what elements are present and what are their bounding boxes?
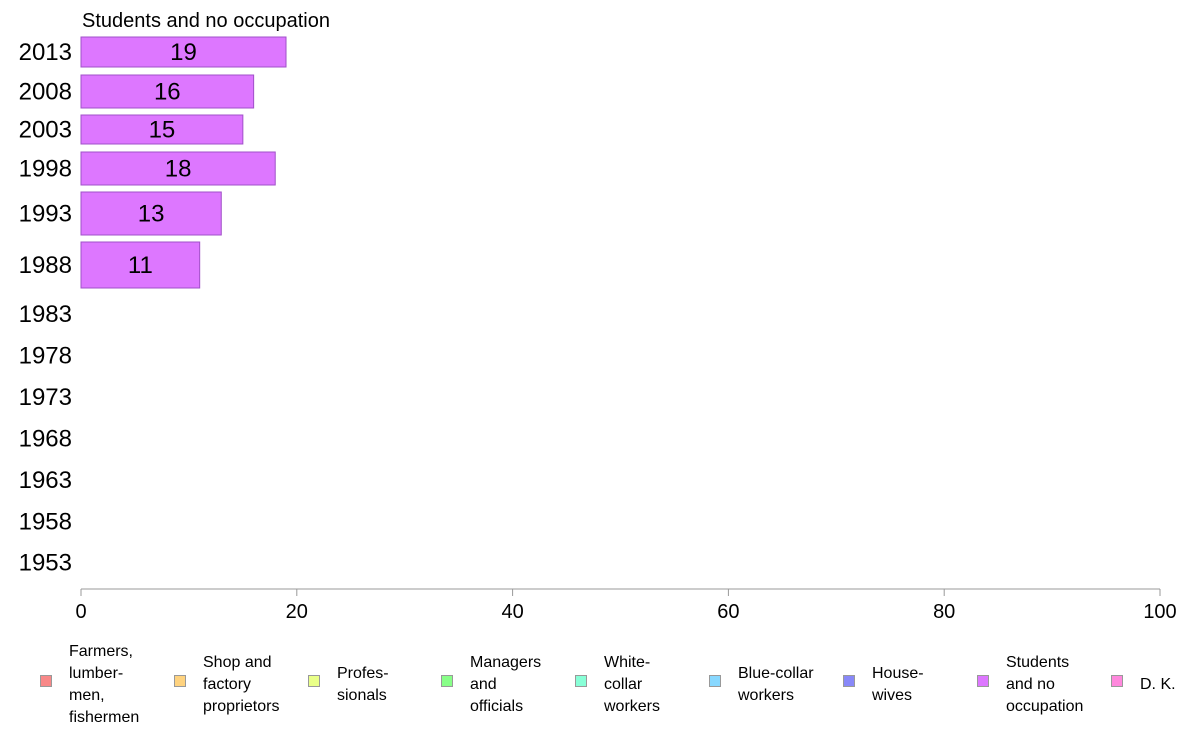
bar-value-label: 11	[128, 252, 153, 279]
bar-chart: Students and no occupation 191615181311 …	[19, 10, 1177, 623]
category-label: 1983	[19, 301, 72, 328]
legend-swatch	[441, 675, 453, 687]
bar	[80, 74, 255, 109]
legend: Farmers, lumber- men, fishermen Shop and …	[0, 643, 1188, 726]
bar	[80, 151, 276, 186]
category-labels: 2013 2008 2003 1998 1993 1988 1983 1978 1973 1968…	[19, 39, 72, 577]
x-tick-label: 0	[75, 601, 86, 623]
x-tick-label: 80	[933, 601, 955, 623]
category-label: 2008	[19, 79, 72, 106]
category-label: 1963	[19, 467, 72, 494]
x-tick-label: 60	[717, 601, 739, 623]
legend-swatch	[40, 675, 52, 687]
legend-label: Profes- sionals	[337, 665, 389, 704]
x-tick-label: 40	[501, 601, 523, 623]
bar-value-label: 16	[154, 79, 181, 106]
legend-label: White- collar workers	[604, 654, 661, 715]
legend-swatch	[575, 675, 587, 687]
bar	[80, 191, 222, 236]
legend-swatch	[1111, 675, 1123, 687]
legend-label: Students and no occupation	[1006, 654, 1084, 715]
category-label: 2003	[19, 117, 72, 144]
category-label: 1988	[19, 252, 72, 279]
x-axis: 0 20 40 60 80 100	[75, 588, 1177, 623]
bar	[80, 36, 287, 68]
x-tick-label: 100	[1143, 601, 1176, 623]
legend-swatch	[308, 675, 320, 687]
category-label: 1993	[19, 201, 72, 228]
legend-swatch	[977, 675, 989, 687]
category-label: 1953	[19, 550, 72, 577]
legend-label: Blue-collar workers	[738, 665, 814, 704]
bar	[80, 241, 201, 289]
chart-title: Students and no occupation	[82, 10, 330, 32]
legend-label: Managers and officials	[470, 654, 542, 715]
bar-value-label: 13	[138, 201, 165, 228]
legend-label: Shop and factory proprietors	[203, 654, 280, 715]
legend-label: D. K.	[1140, 676, 1176, 693]
legend-swatch	[174, 675, 186, 687]
legend-swatch	[843, 675, 855, 687]
category-label: 1978	[19, 343, 72, 370]
category-label: 1968	[19, 426, 72, 453]
legend-label: House- wives	[872, 665, 924, 704]
legend-swatch	[709, 675, 721, 687]
bar-value-label: 18	[165, 156, 192, 183]
category-label: 1973	[19, 384, 72, 411]
legend-label: Farmers, lumber- men, fishermen	[69, 643, 140, 726]
category-label: 1998	[19, 156, 72, 183]
bar	[80, 114, 244, 145]
bar-value-label: 15	[149, 117, 176, 144]
bar-value-label: 19	[170, 39, 197, 66]
category-label: 2013	[19, 39, 72, 66]
x-tick-label: 20	[286, 601, 308, 623]
category-label: 1958	[19, 509, 72, 536]
